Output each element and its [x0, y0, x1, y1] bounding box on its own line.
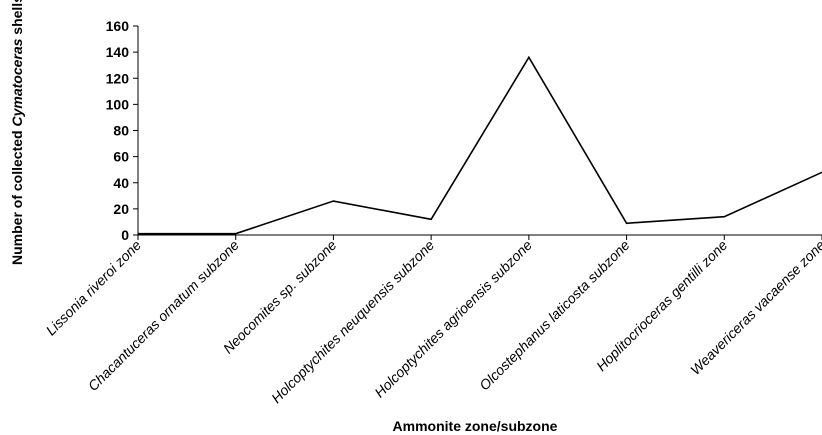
y-tick-label: 160 [106, 18, 130, 34]
y-tick-label: 0 [121, 227, 129, 243]
y-axis-title-prefix: Number of collected [9, 127, 25, 265]
y-ticks: 0 20 40 60 80 100 120 140 160 [106, 18, 138, 243]
y-tick-label: 40 [113, 175, 129, 191]
x-category-label: Lissonia riveroi zone [43, 237, 145, 339]
y-axis-title: Number of collected Cymatoceras shells [9, 0, 25, 265]
y-axis-title-suffix: shells [9, 0, 25, 39]
x-category-label: Holcoptychites agrioensis subzone [371, 237, 535, 401]
y-tick-label: 100 [106, 96, 130, 112]
y-axis: 0 20 40 60 80 100 120 140 160 [106, 18, 139, 243]
y-axis-title-italic: Cymatoceras [9, 38, 25, 126]
y-tick-label: 80 [113, 123, 129, 139]
series-line [138, 55, 822, 235]
series [138, 55, 822, 235]
y-tick-label: 140 [106, 44, 130, 60]
x-category-label: Neocomites sp. subzone [220, 237, 340, 357]
x-axis-title: Ammonite zone/subzone [393, 418, 558, 434]
x-category-label: Holcoptychites neuquensis subzone [268, 237, 437, 406]
y-tick-label: 60 [113, 149, 129, 165]
y-tick-label: 20 [113, 201, 129, 217]
y-tick-label: 120 [106, 70, 130, 86]
